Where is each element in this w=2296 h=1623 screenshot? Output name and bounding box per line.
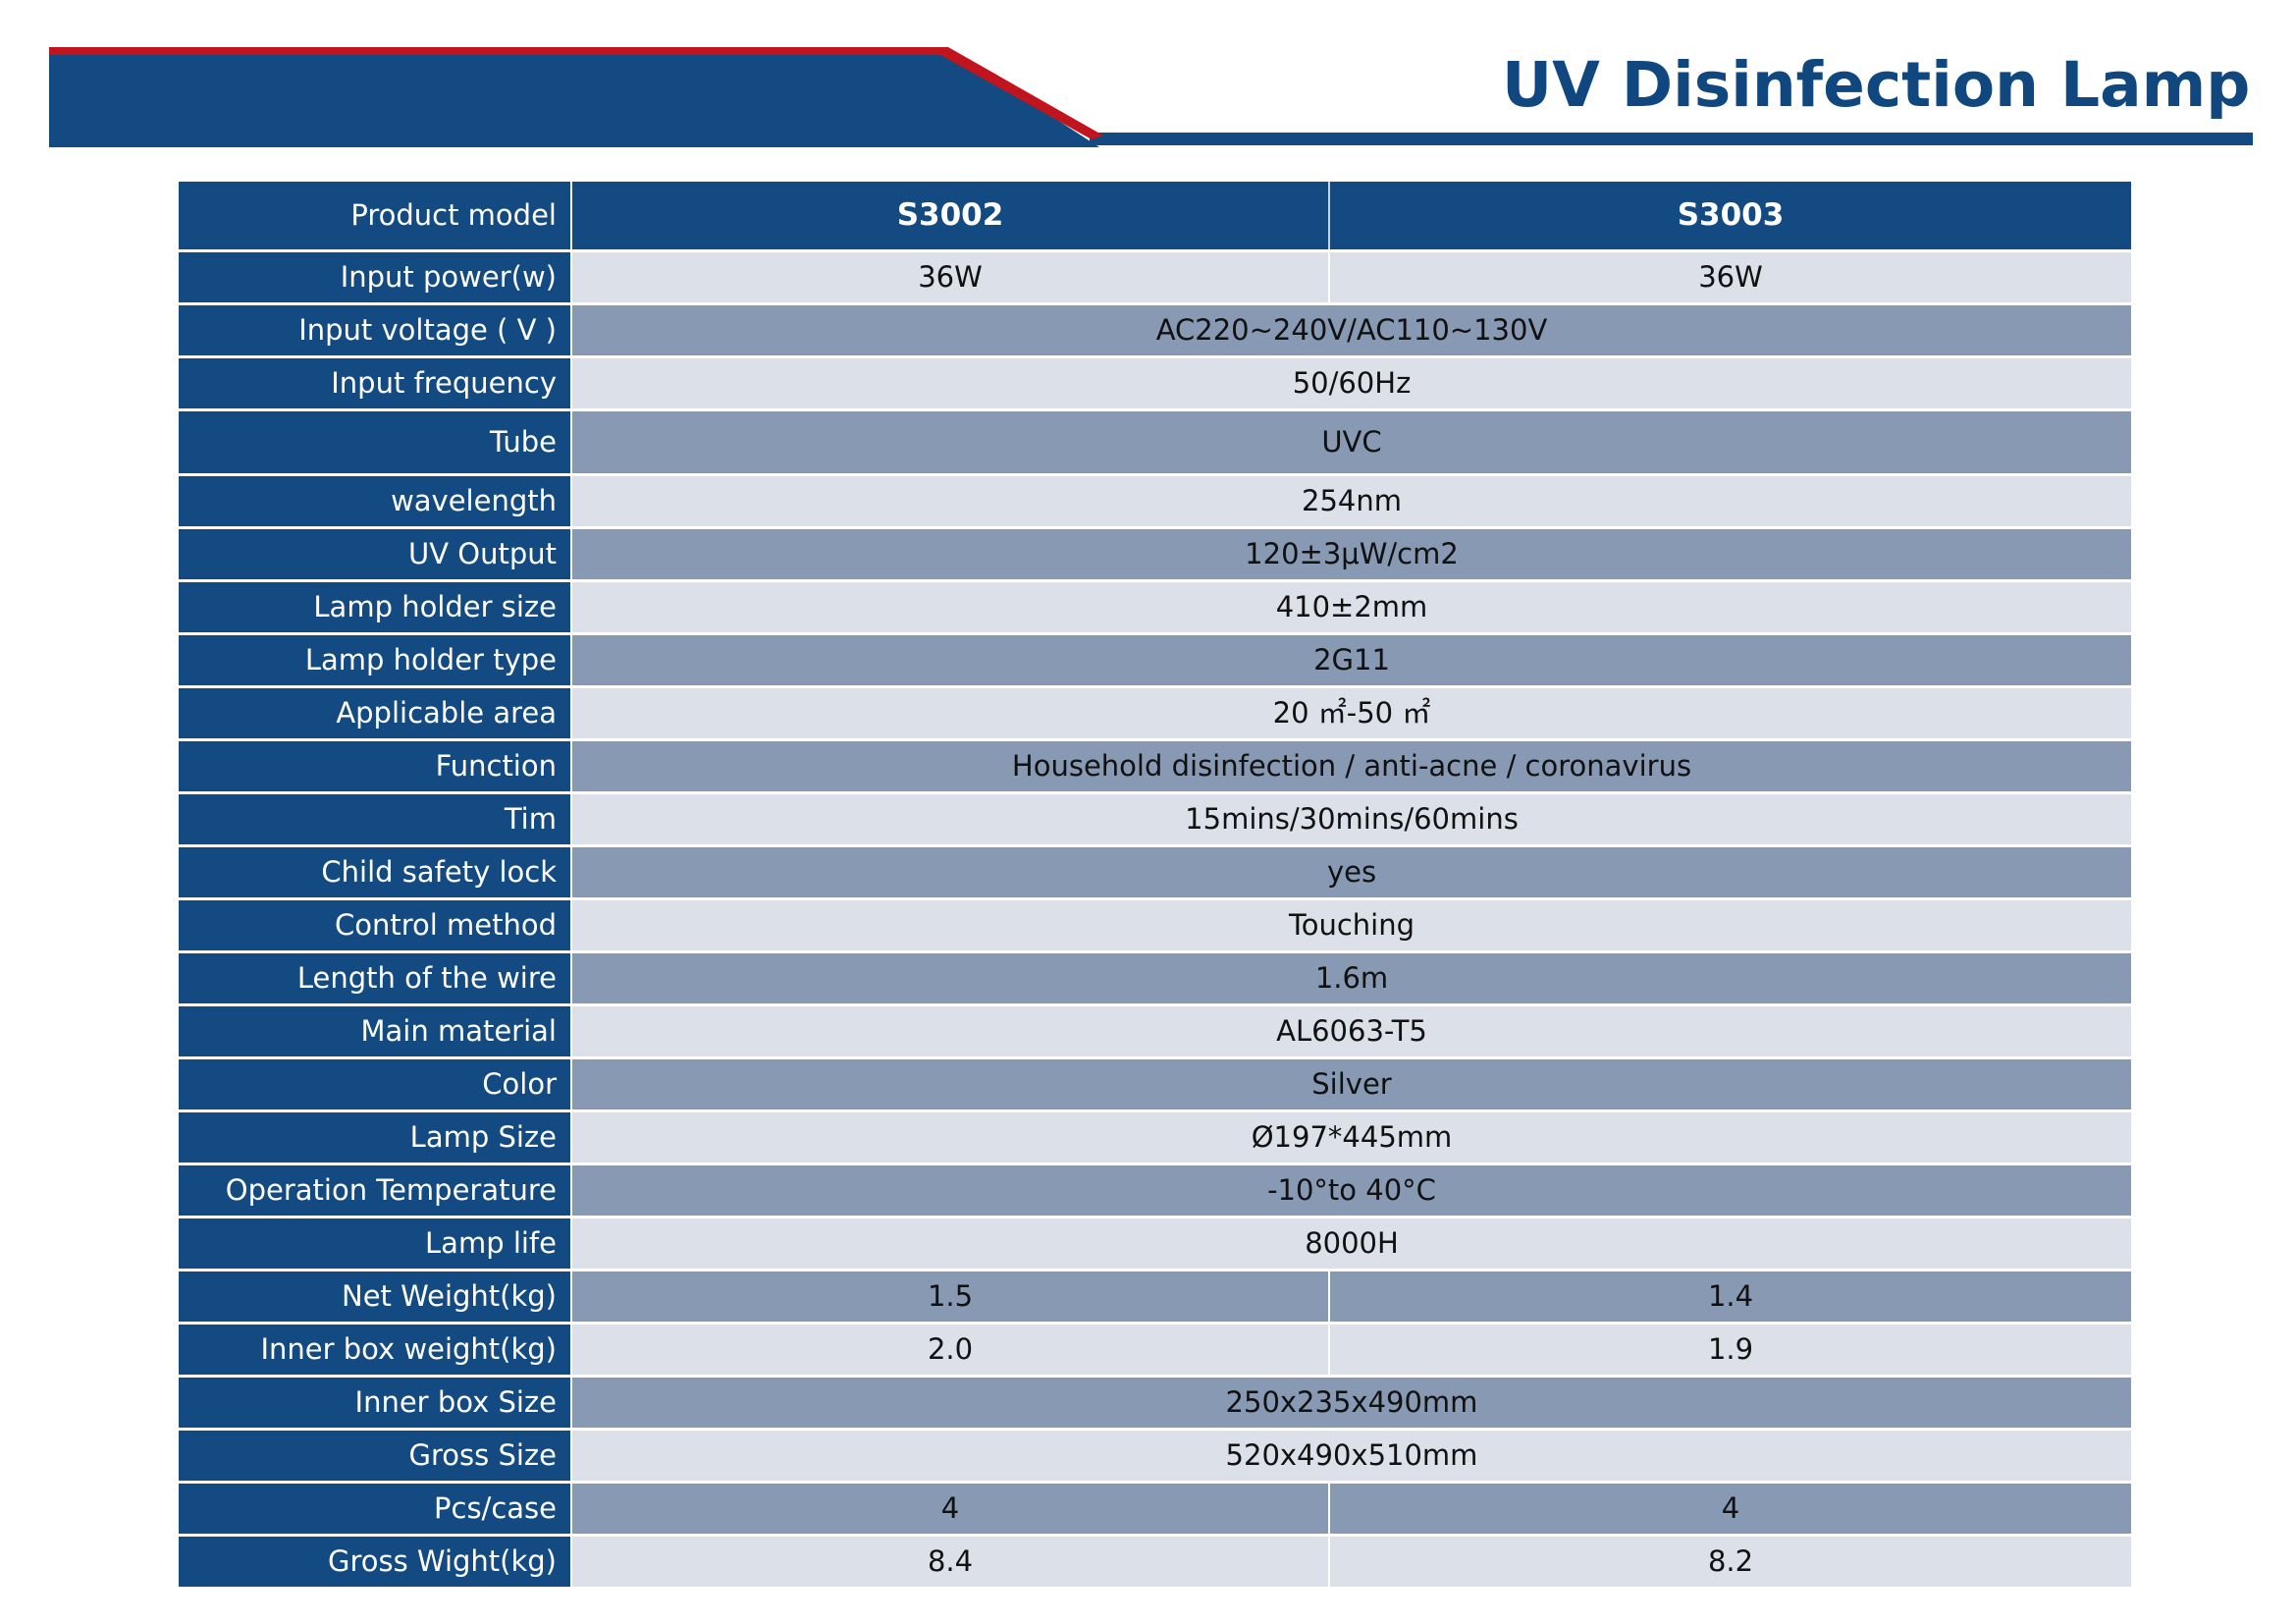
table-row: Tube UVC [179,409,2131,476]
row-value: 20 ㎡-50 ㎡ [571,686,2131,741]
row-label: Length of the wire [179,951,572,1006]
table-row: Input voltage ( V ) AC220~240V/AC110~130V [179,303,2131,358]
row-label: Inner box Size [179,1376,572,1431]
table-row: Control method Touching [179,898,2131,953]
row-value: 50/60Hz [571,356,2131,411]
row-value: 2G11 [571,633,2131,688]
table-row: UV Output 120±3μW/cm2 [179,527,2131,582]
row-value: 1.9 [1329,1323,2131,1378]
table-row: Length of the wire 1.6m [179,951,2131,1006]
table-row: Lamp life 8000H [179,1217,2131,1271]
row-value: 520x490x510mm [571,1429,2131,1484]
table-header-row: Product model S3002 S3003 [179,182,2131,252]
row-label: Gross Wight(kg) [179,1535,572,1590]
row-label: Lamp life [179,1217,572,1271]
table-row: Inner box weight(kg) 2.0 1.9 [179,1323,2131,1378]
row-label: Net Weight(kg) [179,1270,572,1325]
table-row: Inner box Size 250x235x490mm [179,1376,2131,1431]
table-row: Gross Wight(kg) 8.4 8.2 [179,1535,2131,1590]
table-row: Main material AL6063-T5 [179,1004,2131,1059]
row-value: 8.2 [1329,1535,2131,1590]
row-value: AL6063-T5 [571,1004,2131,1059]
row-value: 254nm [571,474,2131,529]
row-value: 4 [571,1482,1330,1537]
table-row: Color Silver [179,1057,2131,1112]
row-value: Touching [571,898,2131,953]
row-label: Product model [179,182,572,252]
row-value: 2.0 [571,1323,1330,1378]
row-value: 410±2mm [571,580,2131,635]
table-row: Net Weight(kg) 1.5 1.4 [179,1270,2131,1325]
model-name-cell: S3003 [1329,182,2131,252]
row-value: 15mins/30mins/60mins [571,792,2131,847]
row-value: 1.6m [571,951,2131,1006]
row-label: Tube [179,409,572,476]
row-value: 4 [1329,1482,2131,1537]
table-row: Lamp holder size 410±2mm [179,580,2131,635]
table-row: Input power(w) 36W 36W [179,250,2131,305]
row-label: Lamp holder type [179,633,572,688]
spec-table: Product model S3002 S3003 Input power(w) 36W… [179,182,2131,1590]
row-value: -10°to 40°C [571,1163,2131,1218]
table-row: Applicable area 20 ㎡-50 ㎡ [179,686,2131,741]
row-label: Tim [179,792,572,847]
row-value: 8.4 [571,1535,1330,1590]
model-name-cell: S3002 [571,182,1330,252]
header-banner [49,47,2253,147]
row-value: yes [571,845,2131,900]
row-value: 1.5 [571,1270,1330,1325]
row-label: Gross Size [179,1429,572,1484]
banner-block [49,49,1099,147]
row-label: Main material [179,1004,572,1059]
row-value: Ø197*445mm [571,1110,2131,1165]
table-row: Lamp holder type 2G11 [179,633,2131,688]
row-label: Applicable area [179,686,572,741]
table-row: wavelength 254nm [179,474,2131,529]
row-label: UV Output [179,527,572,582]
row-label: Operation Temperature [179,1163,572,1218]
row-label: Pcs/case [179,1482,572,1537]
table-row: Input frequency 50/60Hz [179,356,2131,411]
row-label: Child safety lock [179,845,572,900]
table-row: Child safety lock yes [179,845,2131,900]
row-label: Function [179,739,572,794]
row-label: Input voltage ( V ) [179,303,572,358]
row-value: UVC [571,409,2131,476]
row-label: Inner box weight(kg) [179,1323,572,1378]
table-row: Pcs/case 4 4 [179,1482,2131,1537]
banner-rule [1090,133,2253,145]
row-label: wavelength [179,474,572,529]
row-value: 250x235x490mm [571,1376,2131,1431]
row-value: AC220~240V/AC110~130V [571,303,2131,358]
table-row: Lamp Size Ø197*445mm [179,1110,2131,1165]
row-label: Control method [179,898,572,953]
row-value: 120±3μW/cm2 [571,527,2131,582]
row-value: 36W [571,250,1330,305]
row-label: Input frequency [179,356,572,411]
row-label: Input power(w) [179,250,572,305]
table-row: Operation Temperature -10°to 40°C [179,1163,2131,1218]
table-row: Function Household disinfection / anti-ac… [179,739,2131,794]
table-row: Tim 15mins/30mins/60mins [179,792,2131,847]
page-title: UV Disinfection Lamp [1502,49,2251,121]
row-label: Lamp Size [179,1110,572,1165]
row-value: Household disinfection / anti-acne / cor… [571,739,2131,794]
row-value: Silver [571,1057,2131,1112]
row-value: 36W [1329,250,2131,305]
table-row: Gross Size 520x490x510mm [179,1429,2131,1484]
row-value: 8000H [571,1217,2131,1271]
row-value: 1.4 [1329,1270,2131,1325]
row-label: Lamp holder size [179,580,572,635]
row-label: Color [179,1057,572,1112]
